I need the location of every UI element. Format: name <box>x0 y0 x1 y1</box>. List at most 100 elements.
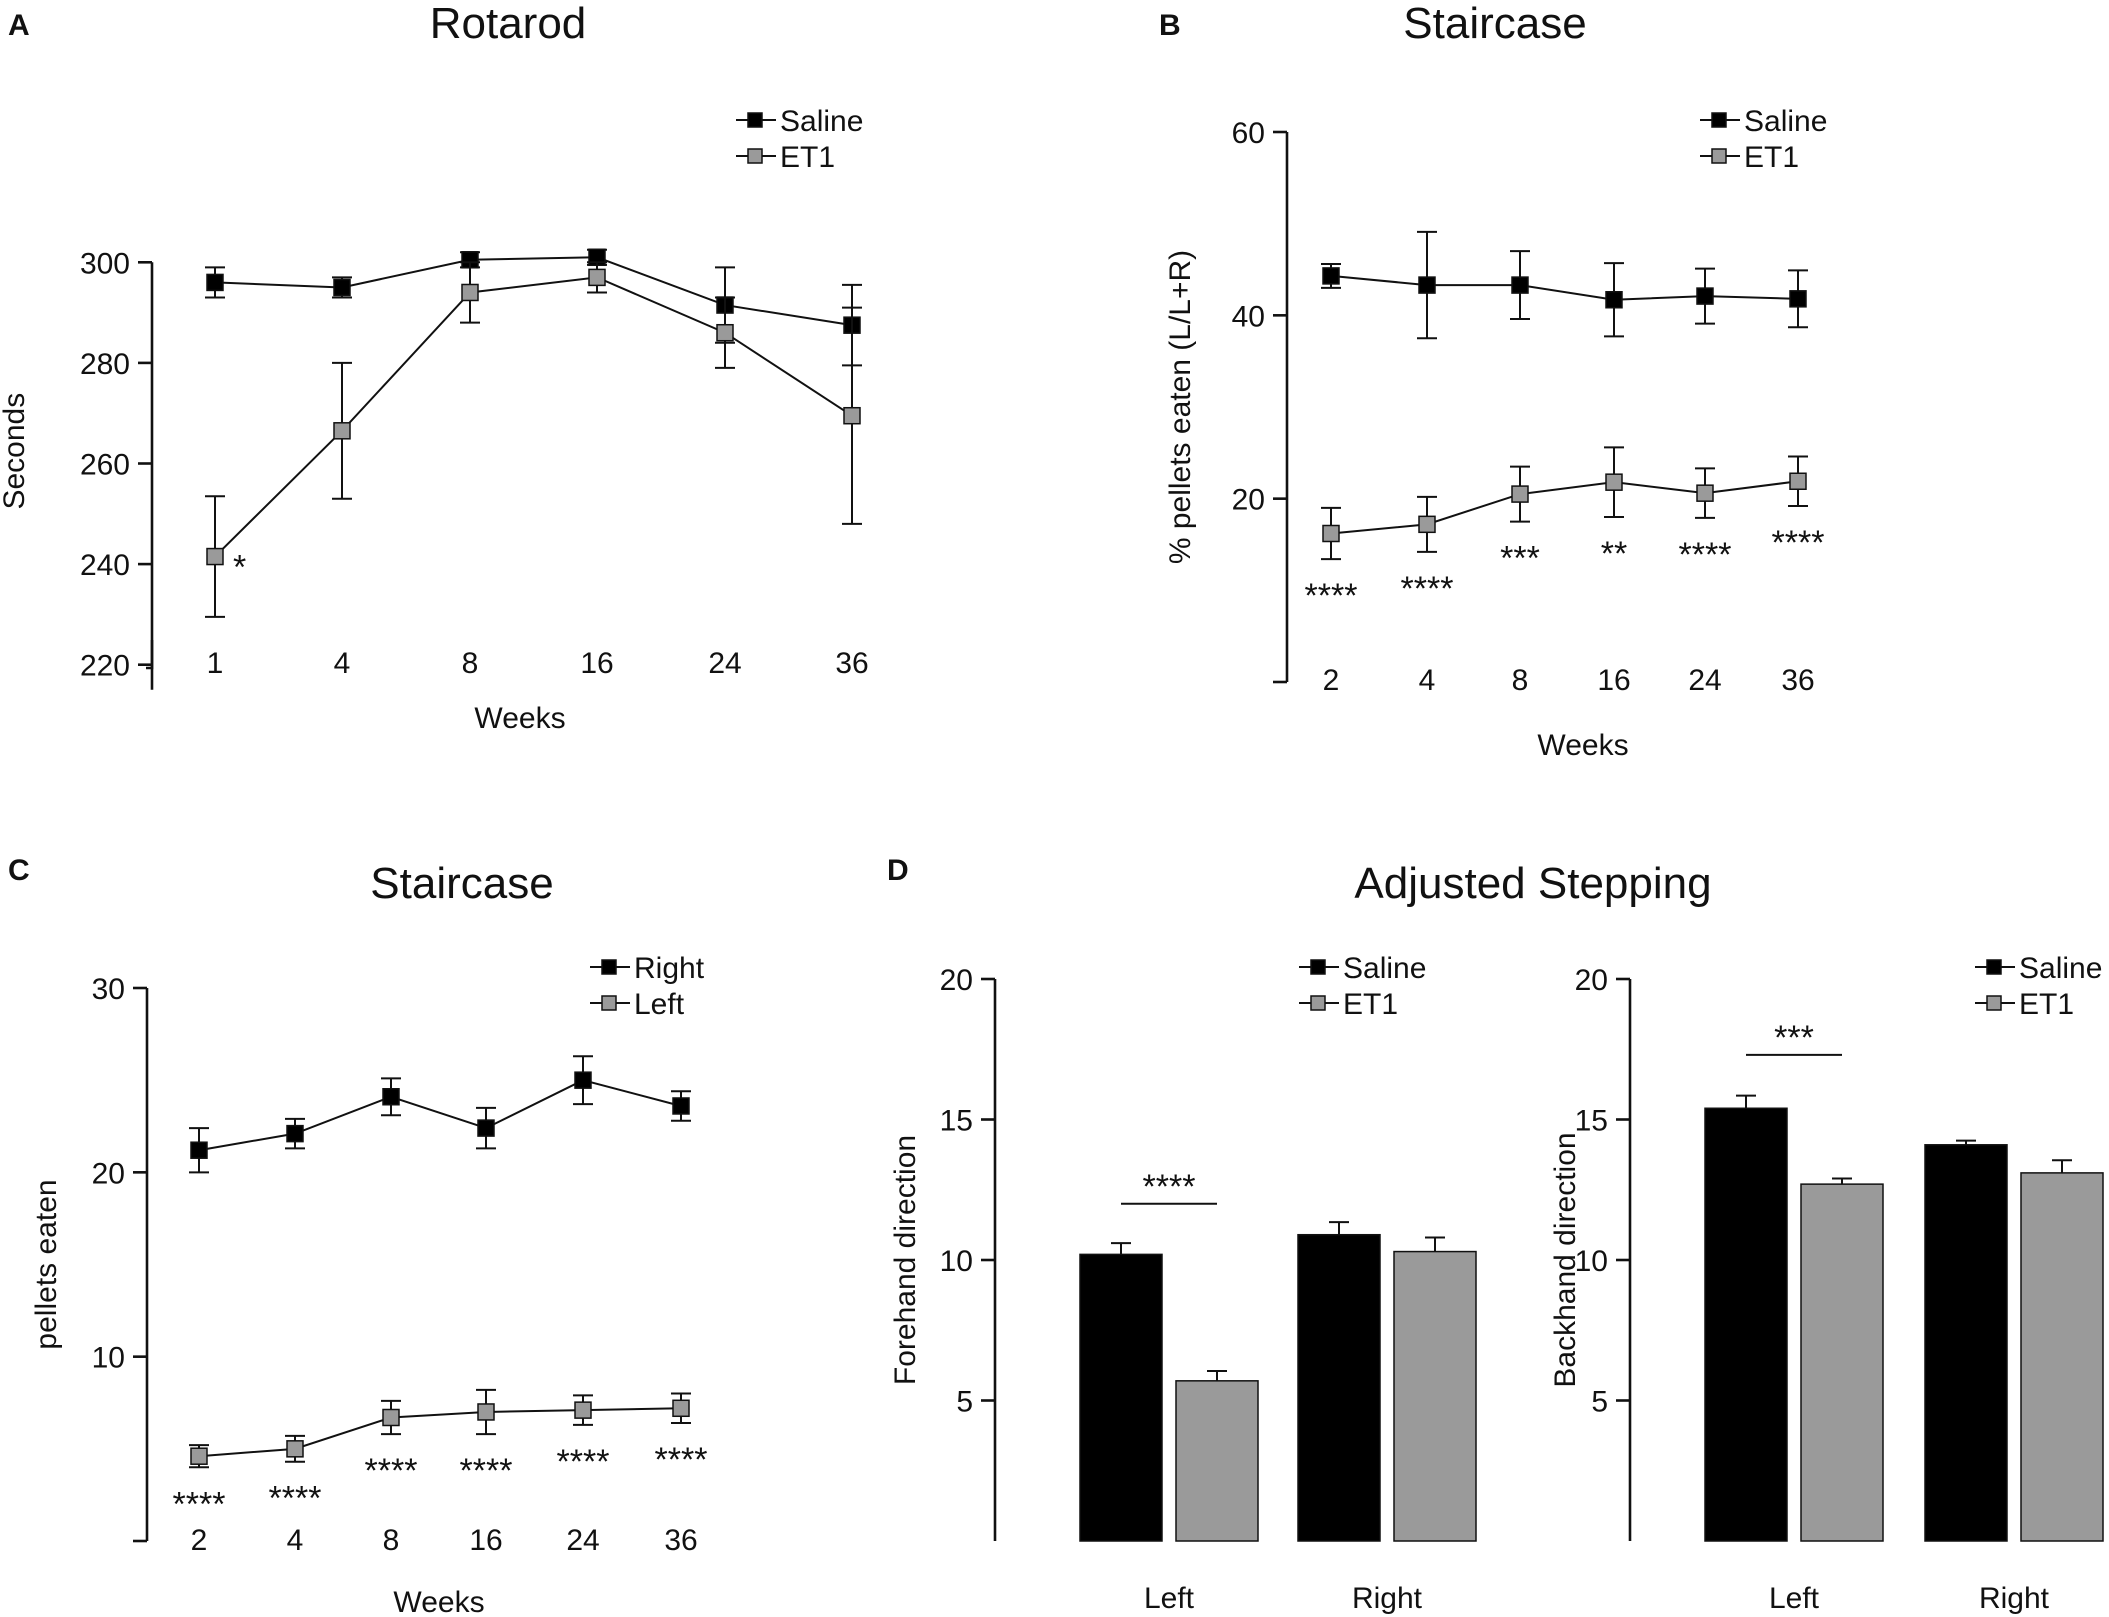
data-point <box>1511 276 1529 294</box>
x-tick-label: 24 <box>566 1524 599 1557</box>
data-point <box>1789 472 1807 490</box>
legend-marker <box>747 112 763 128</box>
legend-marker <box>1986 995 2002 1011</box>
y-axis-label: Backhand direction <box>1549 1132 1582 1387</box>
data-point <box>286 1440 304 1458</box>
data-point <box>672 1097 690 1115</box>
y-tick-label: 10 <box>1575 1245 1608 1278</box>
y-axis-label: Seconds <box>0 393 31 510</box>
chart-title: Staircase <box>370 859 553 908</box>
legend-marker <box>1711 148 1727 164</box>
significance-mark: **** <box>460 1452 513 1490</box>
x-axis-label: Weeks <box>393 1586 484 1617</box>
x-tick-label: 2 <box>191 1524 208 1557</box>
bar-saline-right <box>1297 1233 1381 1542</box>
data-point <box>1322 267 1340 285</box>
panel-letter: B <box>1159 9 1181 42</box>
significance-mark: *** <box>1500 540 1540 578</box>
data-point <box>1511 485 1529 503</box>
x-tick-label: 8 <box>462 647 479 680</box>
data-point <box>574 1071 592 1089</box>
significance-mark: **** <box>1305 577 1358 615</box>
x-tick-label: 4 <box>1419 664 1436 697</box>
bar-et1-left <box>1800 1183 1884 1542</box>
panel-letter: D <box>887 854 909 887</box>
significance-mark: **** <box>1679 536 1732 574</box>
y-axis-break <box>146 640 154 670</box>
data-point <box>1418 515 1436 534</box>
bar-et1-right <box>1393 1250 1477 1542</box>
y-axis-label: % pellets eaten (L/L+R) <box>1164 250 1197 564</box>
legend-label: ET1 <box>1343 988 1398 1021</box>
y-tick-label: 15 <box>940 1105 973 1138</box>
y-tick-label: 15 <box>1575 1105 1608 1138</box>
x-tick-label: 8 <box>383 1524 400 1557</box>
chart-title: Rotarod <box>430 0 587 48</box>
data-point <box>382 1408 400 1427</box>
x-tick-label: 36 <box>1781 664 1814 697</box>
legend-marker <box>747 148 763 164</box>
y-tick-label: 40 <box>1232 300 1265 333</box>
series-line-et1 <box>1330 480 1799 535</box>
x-tick-label: Right <box>1352 1582 1423 1615</box>
x-axis-label: Weeks <box>474 702 565 735</box>
x-tick-label: Left <box>1769 1582 1820 1615</box>
y-tick-label: 10 <box>92 1342 125 1375</box>
chart-title: Staircase <box>1403 0 1586 48</box>
x-tick-label: 24 <box>708 647 741 680</box>
panel-letter: A <box>8 9 30 42</box>
series-line-left <box>198 1407 682 1458</box>
data-point <box>190 1141 208 1159</box>
significance-mark: **** <box>173 1485 226 1523</box>
x-tick-label: 8 <box>1512 664 1529 697</box>
x-tick-label: 16 <box>469 1524 502 1557</box>
chart-title: Adjusted Stepping <box>1354 859 1711 908</box>
x-tick-label: 16 <box>1597 664 1630 697</box>
data-point <box>286 1124 304 1143</box>
data-point <box>588 268 606 287</box>
panel-d1: D Adjusted Stepping 5 10 15 20 Forehand direct… <box>887 854 1712 1615</box>
series-line-et1 <box>214 276 853 558</box>
y-tick-label: 20 <box>940 964 973 997</box>
legend-label: ET1 <box>780 141 835 174</box>
data-point <box>1605 291 1623 309</box>
x-tick-label: 2 <box>1323 664 1340 697</box>
series-line-right <box>198 1079 682 1152</box>
series-line-saline <box>214 256 853 327</box>
significance-mark: **** <box>557 1443 610 1481</box>
x-tick-label: Right <box>1979 1582 2050 1615</box>
y-tick-label: 300 <box>80 247 130 280</box>
legend-label: ET1 <box>2019 988 2074 1021</box>
x-tick-label: 24 <box>1688 664 1721 697</box>
data-point <box>574 1401 592 1419</box>
y-tick-label: 20 <box>92 1157 125 1190</box>
x-tick-label: 4 <box>334 647 351 680</box>
legend-label: Saline <box>1744 105 1827 138</box>
data-point <box>1696 287 1714 305</box>
data-point <box>333 278 351 297</box>
legend-label: Saline <box>780 105 863 138</box>
y-axis-label: Forehand direction <box>889 1135 922 1385</box>
series-line-saline <box>1330 274 1799 301</box>
data-point <box>716 323 734 342</box>
data-point <box>206 273 224 292</box>
data-point <box>382 1088 400 1106</box>
panel-letter: C <box>8 854 30 887</box>
x-tick-label: 36 <box>664 1524 697 1557</box>
legend-marker <box>601 959 617 975</box>
y-tick-label: 5 <box>1591 1386 1608 1419</box>
x-axis-label: Weeks <box>1537 729 1628 762</box>
data-point <box>477 1119 495 1137</box>
legend-marker <box>1310 959 1326 975</box>
data-point <box>333 422 351 440</box>
legend-label: Saline <box>2019 952 2102 985</box>
data-point <box>461 283 479 302</box>
y-tick-label: 220 <box>80 650 130 683</box>
panel-a: A Rotarod 220 240 260 280 300 1 4 8 16 24 36 Weeks Sec… <box>0 0 869 735</box>
x-tick-label: 16 <box>580 647 613 680</box>
y-tick-label: 260 <box>80 449 130 482</box>
data-point <box>1696 484 1714 502</box>
significance-mark: * <box>233 549 246 587</box>
